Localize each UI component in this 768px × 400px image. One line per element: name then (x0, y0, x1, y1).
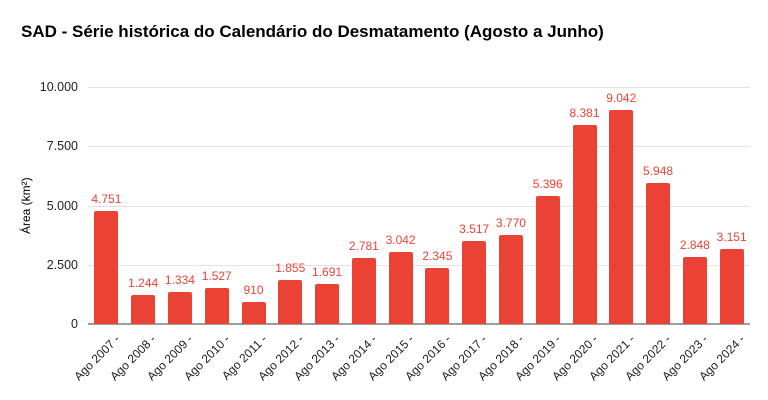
bar (646, 183, 671, 324)
bar (315, 283, 340, 324)
bar (94, 211, 119, 324)
bar (719, 249, 744, 324)
bar (535, 196, 560, 324)
bar (388, 251, 413, 324)
plot-area: 4.751 1.244 1.334 1.527 910 1.855 1.691 2.781 3.… (88, 87, 750, 325)
bar-value-label: 5.396 (532, 177, 563, 192)
bar-value-label: 4.751 (91, 192, 122, 207)
bar-value-label: 1.855 (275, 261, 306, 276)
y-tick-label: 0 (71, 317, 78, 331)
bar (241, 302, 266, 324)
y-tick-label: 10.000 (39, 80, 78, 94)
y-tick-label: 5.000 (46, 198, 78, 213)
bar (462, 240, 487, 324)
gridline (88, 264, 750, 266)
bar-value-label: 910 (243, 283, 264, 298)
bar-value-label: 5.948 (643, 164, 674, 179)
y-tick-label: 2.500 (46, 257, 78, 272)
bar (498, 234, 523, 324)
bar (131, 294, 156, 324)
chart-title: SAD - Série histórica do Calendário do D… (21, 22, 604, 41)
bar-value-label: 3.517 (459, 221, 490, 236)
bar (682, 256, 707, 324)
gridline (88, 323, 750, 325)
bar (167, 292, 192, 324)
bar-value-label: 2.345 (422, 249, 453, 264)
bar-value-label: 3.770 (495, 215, 526, 230)
bar-value-label: 3.042 (385, 232, 416, 247)
bar (425, 268, 450, 324)
bar-value-label: 2.848 (679, 237, 710, 252)
bar-value-label: 3.151 (716, 230, 747, 245)
bar (572, 125, 597, 324)
bar-value-label: 1.244 (128, 275, 159, 290)
bar-value-label: 2.781 (348, 239, 379, 254)
bar (351, 258, 376, 324)
bar (278, 280, 303, 324)
bar (609, 109, 634, 324)
bar-value-label: 8.381 (569, 106, 600, 121)
bar-value-label: 1.691 (312, 264, 343, 279)
bar-value-label: 1.527 (201, 268, 232, 283)
gridline (88, 87, 750, 88)
bar-value-label: 9.042 (606, 90, 637, 105)
bar-value-label: 1.334 (164, 273, 195, 288)
gridline (88, 205, 750, 207)
bar (204, 287, 229, 324)
gridline (88, 146, 750, 148)
y-tick-label: 7.500 (46, 139, 78, 154)
